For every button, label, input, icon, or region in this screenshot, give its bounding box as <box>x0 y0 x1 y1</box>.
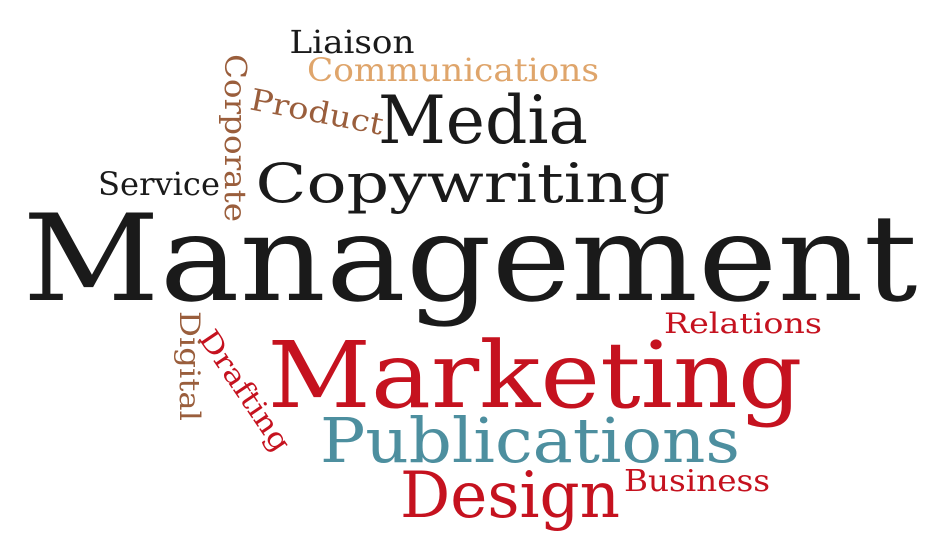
word-business: Business <box>624 464 770 499</box>
word-media: Media <box>378 82 588 159</box>
word-service: Service <box>98 165 220 203</box>
word-publications: Publications <box>320 404 740 477</box>
word-digital: Digital <box>173 311 206 421</box>
word-communications: Communications <box>307 51 599 89</box>
word-copywriting: Copywriting <box>256 152 671 215</box>
word-design: Design <box>400 459 620 533</box>
word-marketing: Marketing <box>268 322 803 429</box>
word-relations: Relations <box>664 307 822 340</box>
word-management: Management <box>23 190 918 329</box>
word-product: Product <box>247 83 386 143</box>
word-corporate: Corporate <box>217 54 252 222</box>
word-liaison: Liaison <box>290 23 415 61</box>
